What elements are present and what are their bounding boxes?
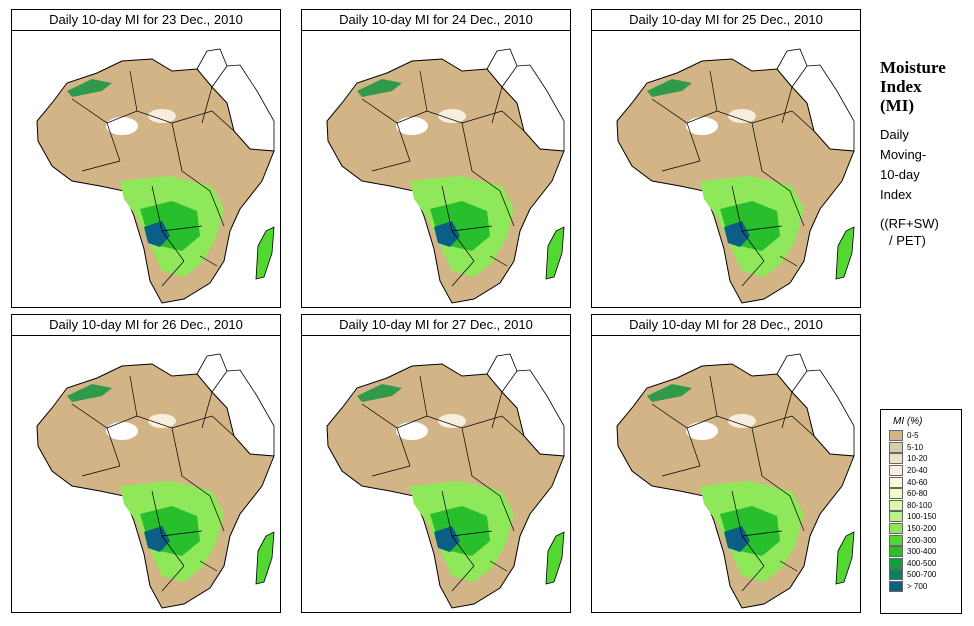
map-panel-23-dec: Daily 10-day MI for 23 Dec., 2010	[11, 9, 281, 308]
panel-title: Daily 10-day MI for 28 Dec., 2010	[591, 314, 861, 336]
legend-label: 0-5	[907, 431, 919, 441]
legend-swatch	[889, 546, 903, 558]
map-panel-24-dec: Daily 10-day MI for 24 Dec., 2010	[301, 9, 571, 308]
legend-label: 10-20	[907, 454, 928, 464]
panel-title: Daily 10-day MI for 25 Dec., 2010	[591, 9, 861, 31]
legend-label: 150-200	[907, 524, 937, 534]
description-line: Moving-	[880, 147, 927, 162]
formula-line: ((RF+SW)	[880, 216, 939, 231]
map-panel-25-dec: Daily 10-day MI for 25 Dec., 2010	[591, 9, 861, 308]
legend-item: 0-5	[881, 430, 961, 442]
legend-swatch	[889, 453, 903, 465]
legend-label: 100-150	[907, 512, 937, 522]
map-panel-26-dec: Daily 10-day MI for 26 Dec., 2010	[11, 314, 281, 613]
legend-label: 80-100	[907, 500, 932, 510]
description-line: 10-day	[880, 167, 920, 182]
legend-label: 5-10	[907, 442, 924, 452]
legend-label: 400-500	[907, 558, 937, 568]
legend-item: 150-200	[881, 523, 961, 535]
legend-rows: 0-5 5-10 10-20 20-40 40-60 60-80 80-100 100-150…	[881, 430, 961, 593]
panel-title: Daily 10-day MI for 23 Dec., 2010	[11, 9, 281, 31]
legend-label: 40-60	[907, 477, 928, 487]
legend-item: 200-300	[881, 534, 961, 546]
map-panel-27-dec: Daily 10-day MI for 27 Dec., 2010	[301, 314, 571, 613]
legend-swatch	[889, 465, 903, 477]
africa-map	[11, 31, 281, 308]
legend-item: 5-10	[881, 441, 961, 454]
legend-swatch	[889, 523, 903, 535]
legend-swatch	[889, 476, 903, 488]
africa-map	[11, 336, 281, 613]
index-title-line: Moisture	[880, 58, 946, 77]
legend-item: 20-40	[881, 465, 961, 477]
map-panel-28-dec: Daily 10-day MI for 28 Dec., 2010	[591, 314, 861, 613]
legend-swatch	[889, 488, 903, 500]
africa-map	[301, 336, 571, 613]
legend-swatch	[889, 430, 903, 442]
index-title: Moisture Index (MI)	[880, 58, 970, 115]
legend-swatch	[889, 534, 903, 546]
legend-item: 100-150	[881, 511, 961, 523]
legend-swatch	[889, 581, 903, 593]
legend-item: 80-100	[881, 499, 961, 512]
formula-line: / PET)	[889, 233, 926, 248]
index-formula: ((RF+SW) / PET)	[880, 215, 970, 249]
panel-title: Daily 10-day MI for 26 Dec., 2010	[11, 314, 281, 336]
description-line: Index	[880, 187, 912, 202]
legend-item: 500-700	[881, 569, 961, 581]
legend-item: 40-60	[881, 476, 961, 488]
index-description-text: Daily Moving- 10-day Index	[880, 125, 970, 205]
legend-item: 10-20	[881, 453, 961, 465]
legend-label: 200-300	[907, 535, 937, 545]
africa-map	[591, 336, 861, 613]
index-description: Moisture Index (MI) Daily Moving- 10-day…	[880, 58, 970, 249]
description-line: Daily	[880, 127, 909, 142]
legend-swatch	[889, 569, 903, 581]
africa-map	[591, 31, 861, 308]
legend-label: 60-80	[907, 489, 928, 499]
index-title-line: Index	[880, 77, 922, 96]
legend-swatch	[889, 499, 903, 511]
legend-swatch	[889, 511, 903, 523]
legend-item: 60-80	[881, 488, 961, 500]
panel-title: Daily 10-day MI for 27 Dec., 2010	[301, 314, 571, 336]
legend-item: 300-400	[881, 546, 961, 558]
legend-label: 500-700	[907, 570, 937, 580]
color-legend: MI (%) 0-5 5-10 10-20 20-40 40-60 60-80 80-100…	[880, 409, 962, 614]
africa-map	[301, 31, 571, 308]
legend-item: 400-500	[881, 557, 961, 570]
legend-item: > 700	[881, 581, 961, 593]
legend-swatch	[889, 557, 903, 569]
legend-swatch	[889, 441, 903, 453]
panel-title: Daily 10-day MI for 24 Dec., 2010	[301, 9, 571, 31]
legend-title: MI (%)	[893, 416, 923, 427]
legend-label: > 700	[907, 582, 928, 592]
legend-label: 300-400	[907, 547, 937, 557]
index-title-line: (MI)	[880, 96, 914, 115]
legend-label: 20-40	[907, 466, 928, 476]
